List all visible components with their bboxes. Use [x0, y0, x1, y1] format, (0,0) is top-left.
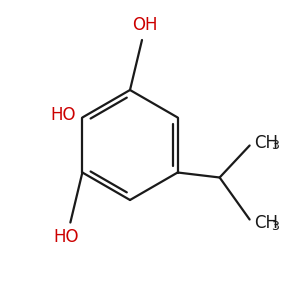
Text: 3: 3 [271, 139, 278, 152]
Text: CH: CH [254, 214, 278, 232]
Text: OH: OH [132, 16, 158, 34]
Text: 3: 3 [271, 220, 278, 233]
Text: CH: CH [254, 134, 278, 152]
Text: HO: HO [54, 229, 79, 247]
Text: HO: HO [51, 106, 76, 124]
